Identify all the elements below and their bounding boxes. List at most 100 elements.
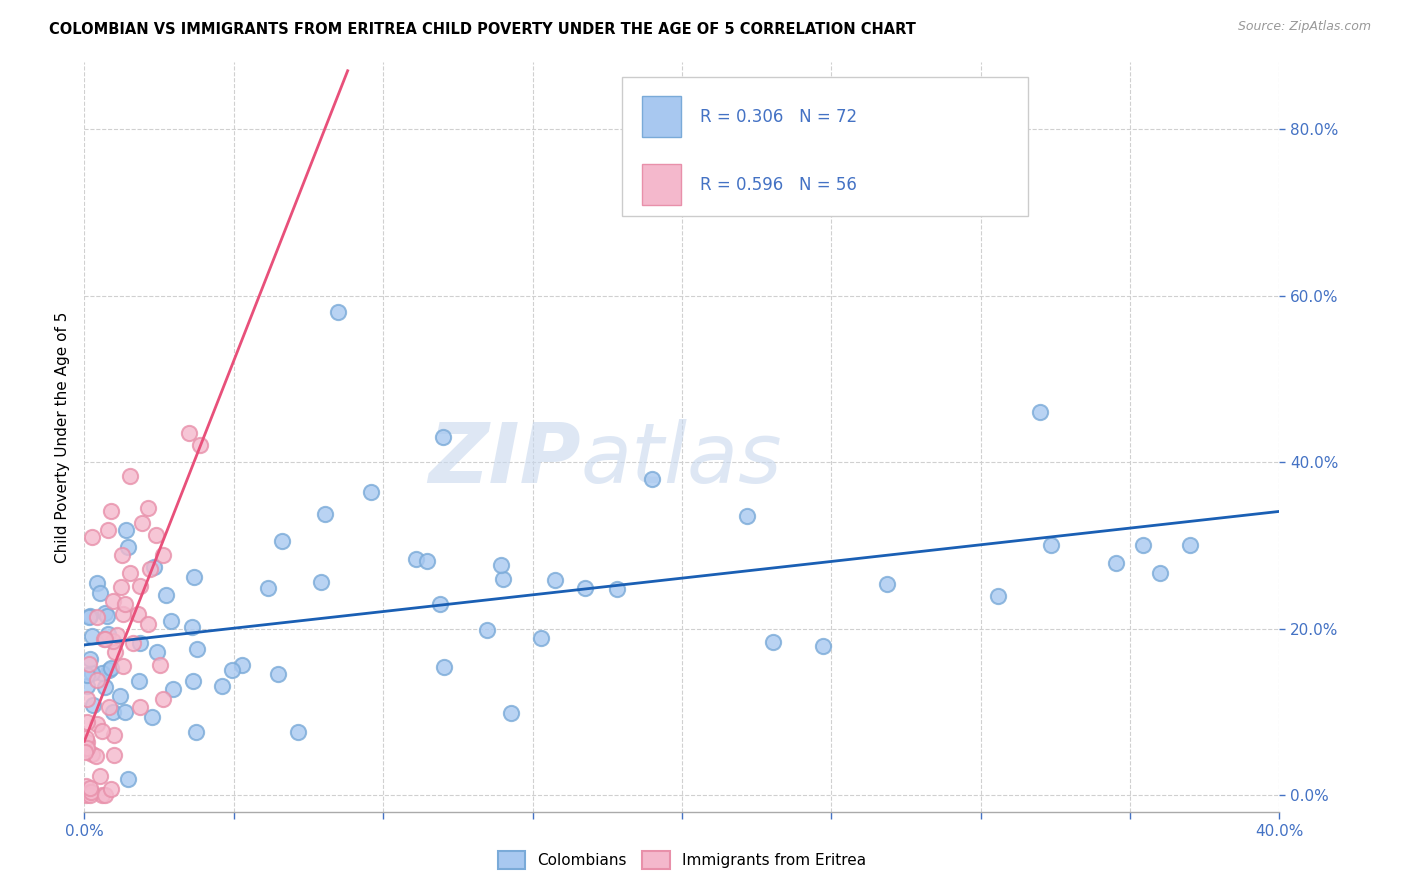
Point bbox=[128, 674, 150, 689]
Point bbox=[314, 507, 336, 521]
Point bbox=[129, 636, 152, 650]
Point bbox=[80, 747, 103, 761]
Point bbox=[94, 788, 117, 802]
Text: R = 0.306   N = 72: R = 0.306 N = 72 bbox=[700, 108, 858, 126]
Point bbox=[146, 645, 169, 659]
Point bbox=[79, 785, 101, 799]
Point bbox=[97, 627, 120, 641]
Point bbox=[360, 485, 382, 500]
Point bbox=[477, 623, 499, 637]
Point bbox=[270, 533, 292, 548]
Point bbox=[93, 632, 115, 647]
Point bbox=[735, 509, 758, 524]
Point bbox=[152, 548, 174, 562]
Y-axis label: Child Poverty Under the Age of 5: Child Poverty Under the Age of 5 bbox=[55, 311, 70, 563]
Point bbox=[328, 305, 350, 319]
Point bbox=[118, 468, 141, 483]
Legend: Colombians, Immigrants from Eritrea: Colombians, Immigrants from Eritrea bbox=[492, 845, 872, 875]
Point bbox=[82, 530, 104, 544]
Point bbox=[177, 425, 200, 440]
Point bbox=[82, 665, 104, 680]
Point bbox=[606, 582, 628, 596]
Point bbox=[96, 608, 118, 623]
Point bbox=[86, 716, 108, 731]
Point bbox=[93, 680, 115, 694]
Point bbox=[876, 576, 898, 591]
Point bbox=[416, 553, 439, 567]
Point bbox=[543, 573, 565, 587]
FancyBboxPatch shape bbox=[623, 78, 1029, 216]
Point bbox=[79, 609, 101, 624]
Point bbox=[136, 500, 159, 515]
Point bbox=[1039, 538, 1062, 552]
Point bbox=[79, 780, 101, 795]
Point bbox=[76, 714, 98, 729]
Text: ZIP: ZIP bbox=[427, 419, 581, 500]
Point bbox=[101, 634, 124, 648]
Point bbox=[1149, 566, 1171, 580]
Bar bbox=[643, 96, 681, 137]
Point bbox=[117, 540, 139, 554]
Point bbox=[111, 659, 134, 673]
Point bbox=[91, 724, 114, 739]
Point bbox=[101, 594, 124, 608]
Point bbox=[97, 663, 120, 677]
Point bbox=[1029, 405, 1052, 419]
Point bbox=[148, 657, 170, 672]
Text: R = 0.596   N = 56: R = 0.596 N = 56 bbox=[700, 176, 856, 194]
Point bbox=[162, 682, 184, 697]
Point bbox=[433, 660, 456, 674]
Point bbox=[432, 430, 454, 444]
Point bbox=[127, 607, 149, 622]
Point bbox=[129, 700, 152, 714]
Point bbox=[131, 516, 153, 531]
Point bbox=[86, 673, 108, 687]
Point bbox=[77, 657, 100, 671]
Point bbox=[492, 572, 515, 586]
Point bbox=[97, 523, 120, 537]
Point bbox=[257, 581, 280, 595]
Point bbox=[211, 679, 233, 693]
Point bbox=[491, 558, 513, 573]
Point bbox=[94, 632, 117, 647]
Point bbox=[136, 616, 159, 631]
Point bbox=[267, 667, 290, 681]
Point bbox=[76, 679, 98, 693]
Point bbox=[287, 725, 309, 739]
Point bbox=[100, 781, 122, 796]
Point bbox=[118, 566, 141, 581]
Point bbox=[79, 651, 101, 665]
Point bbox=[114, 523, 136, 537]
Point bbox=[183, 569, 205, 583]
Point bbox=[429, 597, 451, 611]
Bar bbox=[643, 163, 681, 205]
Point bbox=[142, 560, 165, 574]
Text: Source: ZipAtlas.com: Source: ZipAtlas.com bbox=[1237, 20, 1371, 33]
Point bbox=[183, 674, 205, 689]
Point bbox=[111, 548, 134, 562]
Text: atlas: atlas bbox=[581, 419, 782, 500]
Point bbox=[405, 552, 427, 566]
Point bbox=[77, 610, 100, 624]
Point bbox=[103, 747, 125, 762]
Point bbox=[155, 588, 177, 602]
Point bbox=[180, 620, 202, 634]
Point bbox=[93, 606, 115, 620]
Point bbox=[100, 504, 122, 518]
Point bbox=[309, 575, 332, 590]
Point bbox=[75, 779, 97, 793]
Point bbox=[762, 635, 785, 649]
Point bbox=[105, 628, 128, 642]
Point bbox=[987, 589, 1010, 603]
Point bbox=[89, 585, 111, 599]
Point bbox=[79, 785, 101, 799]
Point bbox=[141, 710, 163, 724]
Point bbox=[76, 668, 98, 682]
Point bbox=[82, 698, 104, 713]
Point bbox=[79, 788, 101, 802]
Text: COLOMBIAN VS IMMIGRANTS FROM ERITREA CHILD POVERTY UNDER THE AGE OF 5 CORRELATIO: COLOMBIAN VS IMMIGRANTS FROM ERITREA CHI… bbox=[49, 22, 917, 37]
Point bbox=[574, 581, 596, 595]
Point bbox=[1132, 538, 1154, 552]
Point bbox=[75, 745, 97, 759]
Point bbox=[86, 575, 108, 590]
